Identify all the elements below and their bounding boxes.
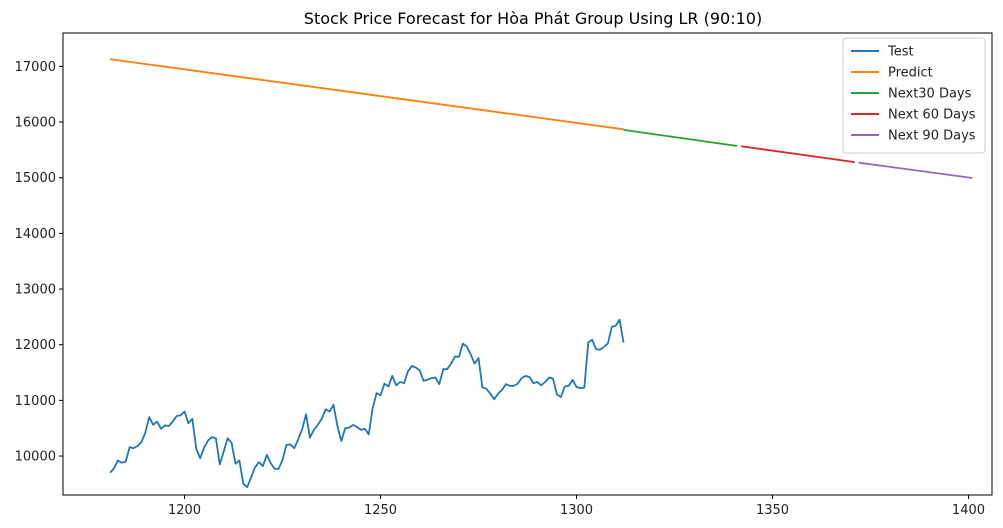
- legend-label-next-90-days: Next 90 Days: [888, 129, 976, 144]
- series-line-next-90-days: [858, 161, 973, 179]
- y-tick-label: 12000: [15, 338, 56, 353]
- series-line-next-60-days: [741, 145, 855, 164]
- series-line-next30-days: [623, 128, 738, 147]
- plot-area-frame: [62, 32, 993, 496]
- y-tick-label: 11000: [15, 394, 56, 409]
- legend-label-next30-days: Next30 Days: [888, 87, 972, 102]
- legend-label-test: Test: [887, 45, 914, 60]
- x-tick-label: 1300: [560, 503, 593, 518]
- chart-title: Stock Price Forecast for Hòa Phát Group …: [304, 9, 762, 28]
- legend-label-predict: Predict: [888, 66, 933, 81]
- x-tick-label: 1200: [168, 503, 201, 518]
- y-tick-label: 15000: [15, 171, 56, 186]
- x-tick-label: 1400: [952, 503, 985, 518]
- x-tick-label: 1350: [756, 503, 789, 518]
- series-line-test: [109, 318, 625, 489]
- y-tick-label: 17000: [15, 60, 56, 75]
- series-layer: [109, 58, 973, 489]
- y-axis: 10000 11000 12000 13000 14000 15000 16000 17000: [15, 60, 63, 465]
- legend-label-next-60-days: Next 60 Days: [888, 108, 976, 123]
- series-line-predict: [109, 58, 624, 131]
- y-tick-label: 10000: [15, 450, 56, 465]
- y-tick-label: 13000: [15, 283, 56, 298]
- y-tick-label: 14000: [15, 227, 56, 242]
- x-axis: 1200 1250 1300 1350 1400: [168, 495, 985, 518]
- legend: Test Predict Next30 Days Next 60 Days Next 9…: [842, 37, 986, 154]
- legend-box: [842, 37, 986, 154]
- y-tick-label: 16000: [15, 116, 56, 131]
- x-tick-label: 1250: [364, 503, 397, 518]
